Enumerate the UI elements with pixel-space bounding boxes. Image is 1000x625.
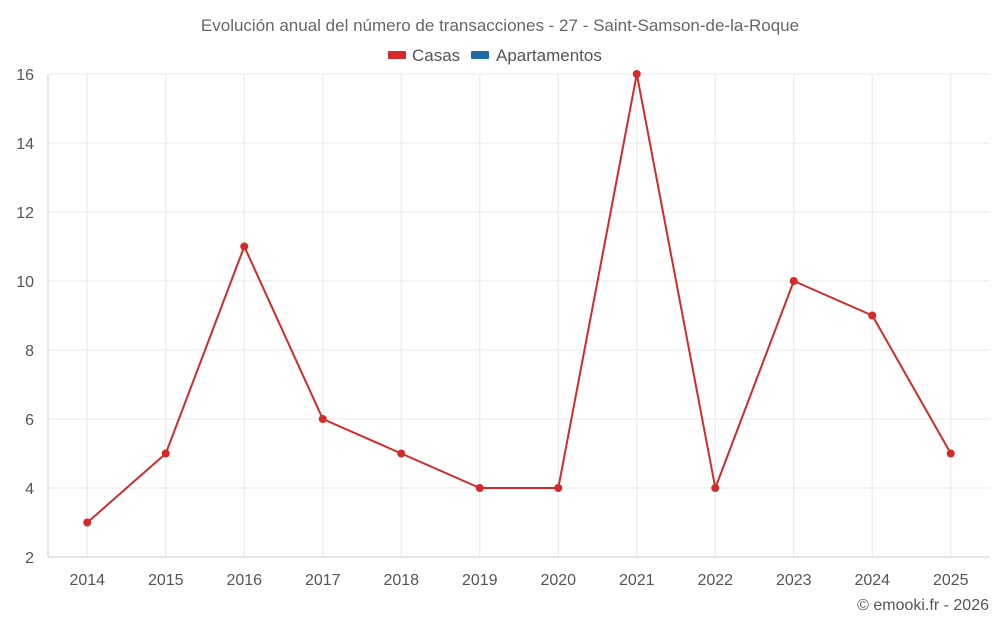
- data-point[interactable]: [240, 242, 249, 251]
- legend-swatch-apartamentos: [471, 51, 489, 59]
- x-tick-label: 2018: [383, 572, 419, 589]
- x-tick-label: 2020: [540, 572, 576, 589]
- data-point[interactable]: [868, 311, 877, 320]
- y-axis-ticks: 2 4 6 8 10 12 14 16: [16, 67, 34, 567]
- x-tick-label: 2022: [697, 572, 733, 589]
- y-tick-label: 2: [25, 550, 34, 567]
- series-line-casas: [86, 73, 952, 524]
- x-tick-label: 2025: [933, 572, 969, 589]
- x-tick-label: 2014: [69, 572, 105, 589]
- x-tick-label: 2016: [226, 572, 262, 589]
- grid: [48, 73, 990, 557]
- data-point[interactable]: [711, 484, 720, 492]
- data-point[interactable]: [789, 277, 798, 285]
- legend: Casas Apartamentos: [388, 46, 602, 65]
- data-point[interactable]: [946, 449, 955, 458]
- data-point[interactable]: [554, 484, 563, 492]
- x-axis-ticks: 2014 2015 2016 2017 2018 2019 2020 2021 2022 2023…: [69, 572, 968, 589]
- data-point[interactable]: [475, 484, 484, 492]
- axes: [47, 74, 990, 558]
- series-casas: [83, 70, 955, 527]
- data-point[interactable]: [318, 415, 327, 423]
- x-tick-label: 2019: [462, 572, 498, 589]
- y-tick-label: 16: [16, 67, 34, 84]
- y-tick-label: 4: [25, 481, 34, 498]
- y-tick-label: 6: [25, 412, 34, 429]
- data-point[interactable]: [397, 449, 406, 458]
- legend-swatch-casas: [388, 51, 406, 59]
- y-tick-label: 12: [16, 205, 34, 222]
- y-tick-label: 14: [16, 136, 34, 153]
- data-point[interactable]: [161, 449, 170, 458]
- legend-label-casas[interactable]: Casas: [412, 46, 460, 65]
- x-tick-label: 2021: [619, 572, 655, 589]
- x-tick-label: 2015: [148, 572, 184, 589]
- x-tick-label: 2017: [305, 572, 341, 589]
- credit-text: © emooki.fr - 2026: [857, 597, 989, 614]
- data-point[interactable]: [632, 70, 641, 78]
- chart-title: Evolución anual del número de transaccio…: [201, 16, 799, 35]
- x-tick-label: 2024: [854, 572, 890, 589]
- data-point[interactable]: [83, 518, 92, 527]
- legend-label-apartamentos[interactable]: Apartamentos: [496, 46, 602, 65]
- y-tick-label: 8: [25, 343, 34, 360]
- x-tick-label: 2023: [776, 572, 812, 589]
- y-tick-label: 10: [16, 274, 34, 291]
